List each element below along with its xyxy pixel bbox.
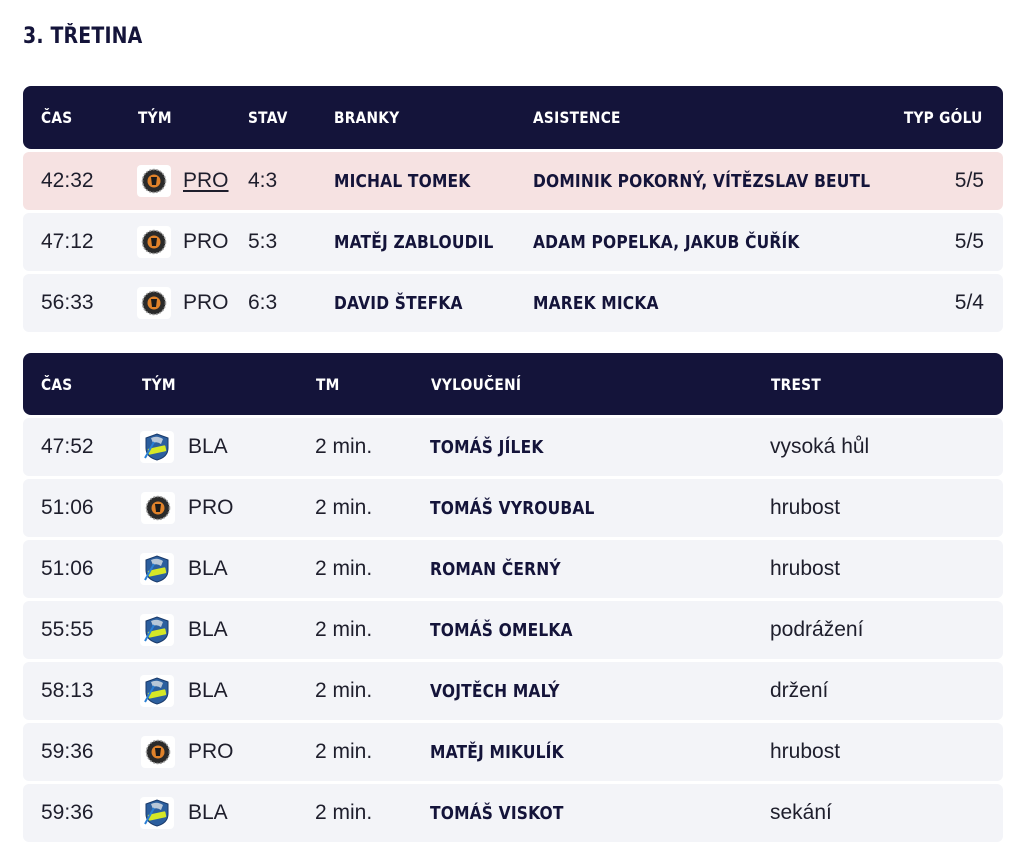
header-team: TÝM [138,108,172,127]
section-title: 3. TŘETINA [23,24,143,49]
penalized-player: TOMÁŠ JÍLEK [430,436,544,458]
team-abbr: PRO [183,230,229,253]
team-abbr: BLA [188,801,228,824]
penalized-player: TOMÁŠ OMELKA [430,619,573,641]
penalties-table-header: ČAS TÝM TM VYLOUČENÍ TREST [23,353,1003,415]
penalty-minutes: 2 min. [315,679,373,702]
penalized-player: VOJTĚCH MALÝ [430,680,560,702]
goals-table: ČAS TÝM STAV BRANKY ASISTENCE TYP GÓLU 4… [23,86,1003,332]
team-abbr: PRO [188,740,234,763]
pro-team-logo [137,165,171,197]
penalty-time: 59:36 [41,740,94,763]
bla-team-logo [140,431,174,463]
penalty-time: 51:06 [41,496,94,519]
penalty-row: 58:13 BLA 2 min. VOJTĚCH MALÝ držení [23,662,1003,720]
penalty-reason: hrubost [770,740,841,763]
penalty-reason: sekání [770,801,832,824]
goals-table-header: ČAS TÝM STAV BRANKY ASISTENCE TYP GÓLU [23,86,1003,149]
penalty-reason: vysoká hůl [770,435,870,458]
header-score: STAV [248,108,288,127]
goal-score: 6:3 [248,291,278,314]
goal-assists: DOMINIK POKORNÝ, VÍTĚZSLAV BEUTL [533,170,871,192]
goal-type: 5/5 [954,230,984,253]
pro-team-logo [137,226,171,258]
penalty-reason: hrubost [770,496,841,519]
penalty-minutes: 2 min. [315,557,373,580]
goal-time: 47:12 [41,230,94,253]
penalty-time: 58:13 [41,679,94,702]
penalty-time: 59:36 [41,801,94,824]
header-time: ČAS [41,108,73,127]
team-abbr: BLA [188,679,228,702]
team-abbr: BLA [188,557,228,580]
goal-type: 5/4 [954,291,984,314]
penalty-reason: držení [770,679,829,702]
pro-team-logo [141,736,175,768]
pro-team-logo [141,492,175,524]
goal-time: 56:33 [41,291,94,314]
goal-row: 42:32 PRO 4:3 MICHAL TOMEK DOMINIK POKOR… [23,152,1003,210]
goal-scorer: MATĚJ ZABLOUDIL [334,231,494,253]
penalty-reason: podrážení [770,618,864,641]
goal-time: 42:32 [41,169,94,192]
header-minutes: TM [316,374,340,394]
goal-type: 5/5 [954,169,984,192]
goal-assists: ADAM POPELKA, JAKUB ČUŘÍK [533,231,800,253]
penalty-row: 51:06 BLA 2 min. ROMAN ČERNÝ hrubost [23,540,1003,598]
team-abbr: BLA [188,435,228,458]
penalized-player: ROMAN ČERNÝ [430,558,561,580]
team-link[interactable]: PRO [183,169,229,192]
penalty-time: 47:52 [41,435,94,458]
bla-team-logo [140,675,174,707]
header-goal-type: TYP GÓLU [904,108,983,127]
penalty-minutes: 2 min. [315,496,373,519]
penalty-row: 55:55 BLA 2 min. TOMÁŠ OMELKA podrážení [23,601,1003,659]
header-assists: ASISTENCE [533,108,621,127]
penalty-time: 55:55 [41,618,94,641]
team-abbr: BLA [188,618,228,641]
goal-scorer: DAVID ŠTEFKA [334,292,463,314]
bla-team-logo [140,553,174,585]
goal-row: 47:12 PRO 5:3 MATĚJ ZABLOUDIL ADAM POPEL… [23,213,1003,271]
penalized-player: TOMÁŠ VYROUBAL [430,497,595,519]
penalty-time: 51:06 [41,557,94,580]
penalty-minutes: 2 min. [315,618,373,641]
pro-team-logo [137,287,171,319]
bla-team-logo [140,614,174,646]
penalized-player: MATĚJ MIKULÍK [430,741,564,763]
goal-score: 5:3 [248,230,278,253]
header-player: VYLOUČENÍ [431,374,522,394]
goal-row: 56:33 PRO 6:3 DAVID ŠTEFKA MAREK MICKA 5… [23,274,1003,332]
penalty-reason: hrubost [770,557,841,580]
penalty-row: 47:52 BLA 2 min. TOMÁŠ JÍLEK vysoká hůl [23,418,1003,476]
goal-scorer: MICHAL TOMEK [334,170,471,192]
penalty-minutes: 2 min. [315,435,373,458]
header-time: ČAS [41,374,73,394]
goal-assists: MAREK MICKA [533,292,659,314]
penalized-player: TOMÁŠ VISKOT [430,802,564,824]
team-abbr: PRO [188,496,234,519]
penalty-row: 59:36 PRO 2 min. MATĚJ MIKULÍK hrubost [23,723,1003,781]
penalty-minutes: 2 min. [315,801,373,824]
header-reason: TREST [771,374,821,394]
bla-team-logo [140,797,174,829]
penalties-table: ČAS TÝM TM VYLOUČENÍ TREST 47:52 BLA 2 m… [23,353,1003,842]
penalty-minutes: 2 min. [315,740,373,763]
team-abbr: PRO [183,291,229,314]
penalty-row: 59:36 BLA 2 min. TOMÁŠ VISKOT sekání [23,784,1003,842]
penalty-row: 51:06 PRO 2 min. TOMÁŠ VYROUBAL hrubost [23,479,1003,537]
header-scorer: BRANKY [334,108,400,127]
header-team: TÝM [142,374,176,394]
goal-score: 4:3 [248,169,278,192]
